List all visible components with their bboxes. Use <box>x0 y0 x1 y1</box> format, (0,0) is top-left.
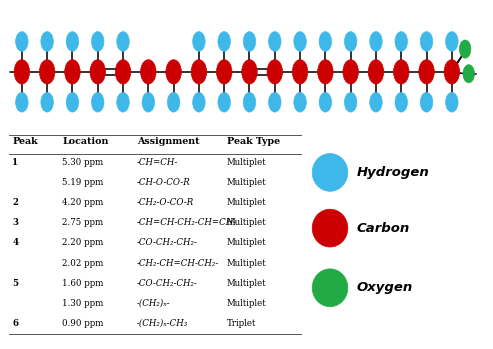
Text: -CH₂-O-CO-R: -CH₂-O-CO-R <box>137 198 194 207</box>
Circle shape <box>395 92 408 112</box>
Text: Multiplet: Multiplet <box>227 178 266 187</box>
Circle shape <box>463 65 475 83</box>
Circle shape <box>312 269 348 307</box>
Text: 0.90 ppm: 0.90 ppm <box>62 319 104 328</box>
Circle shape <box>312 154 348 191</box>
Circle shape <box>14 60 30 84</box>
Circle shape <box>345 92 357 112</box>
Text: Assignment: Assignment <box>137 137 199 146</box>
Text: Oxygen: Oxygen <box>356 281 413 294</box>
Circle shape <box>343 60 358 84</box>
Text: Multiplet: Multiplet <box>227 218 266 227</box>
Circle shape <box>218 92 230 112</box>
Circle shape <box>193 92 205 112</box>
Text: 2.75 ppm: 2.75 ppm <box>62 218 103 227</box>
Text: -CO-CH₂-CH₂-: -CO-CH₂-CH₂- <box>137 279 198 288</box>
Text: Peak: Peak <box>12 137 38 146</box>
Text: 1: 1 <box>12 158 19 167</box>
Circle shape <box>269 32 281 51</box>
Circle shape <box>294 32 306 51</box>
Circle shape <box>141 60 156 84</box>
Text: Multiplet: Multiplet <box>227 259 266 268</box>
Circle shape <box>16 92 28 112</box>
Text: 1.30 ppm: 1.30 ppm <box>62 299 104 308</box>
Circle shape <box>66 92 79 112</box>
Text: Hydrogen: Hydrogen <box>356 166 429 179</box>
Circle shape <box>115 60 131 84</box>
Text: 2.02 ppm: 2.02 ppm <box>62 259 104 268</box>
Text: 1.60 ppm: 1.60 ppm <box>62 279 104 288</box>
Text: 5.30 ppm: 5.30 ppm <box>62 158 103 167</box>
Text: -(CH₂)ₙ-CH₃: -(CH₂)ₙ-CH₃ <box>137 319 188 328</box>
Circle shape <box>66 32 79 51</box>
Circle shape <box>370 32 382 51</box>
Text: -CO-CH₂-CH₂-: -CO-CH₂-CH₂- <box>137 238 198 247</box>
Circle shape <box>312 209 348 247</box>
Circle shape <box>370 92 382 112</box>
Circle shape <box>16 32 28 51</box>
Text: Multiplet: Multiplet <box>227 198 266 207</box>
Circle shape <box>345 32 357 51</box>
Text: -CH=CH-CH₂-CH=CH-: -CH=CH-CH₂-CH=CH- <box>137 218 237 227</box>
Text: Triplet: Triplet <box>227 319 256 328</box>
Circle shape <box>243 32 256 51</box>
Circle shape <box>216 60 232 84</box>
Circle shape <box>269 92 281 112</box>
Circle shape <box>166 60 181 84</box>
Circle shape <box>446 32 458 51</box>
Circle shape <box>167 92 180 112</box>
Circle shape <box>319 32 332 51</box>
Circle shape <box>193 32 205 51</box>
Text: Multiplet: Multiplet <box>227 299 266 308</box>
Circle shape <box>41 32 53 51</box>
Circle shape <box>267 60 282 84</box>
Text: Carbon: Carbon <box>356 222 410 235</box>
Circle shape <box>292 60 308 84</box>
Circle shape <box>419 60 434 84</box>
Circle shape <box>39 60 55 84</box>
Circle shape <box>420 32 433 51</box>
Text: -(CH₂)ₙ-: -(CH₂)ₙ- <box>137 299 170 308</box>
Text: 5.19 ppm: 5.19 ppm <box>62 178 104 187</box>
Circle shape <box>90 60 106 84</box>
Text: 4.20 ppm: 4.20 ppm <box>62 198 104 207</box>
Circle shape <box>444 60 459 84</box>
Circle shape <box>242 60 257 84</box>
Circle shape <box>91 32 104 51</box>
Text: 6: 6 <box>12 319 18 328</box>
Circle shape <box>218 32 230 51</box>
Text: Peak Type: Peak Type <box>227 137 280 146</box>
Text: -CH=CH-: -CH=CH- <box>137 158 178 167</box>
Circle shape <box>317 60 333 84</box>
Circle shape <box>446 92 458 112</box>
Text: Multiplet: Multiplet <box>227 158 266 167</box>
Circle shape <box>243 92 256 112</box>
Circle shape <box>420 92 433 112</box>
Circle shape <box>191 60 207 84</box>
Circle shape <box>294 92 306 112</box>
Text: 2.20 ppm: 2.20 ppm <box>62 238 104 247</box>
Text: Location: Location <box>62 137 108 146</box>
Circle shape <box>319 92 332 112</box>
Text: Multiplet: Multiplet <box>227 238 266 247</box>
Circle shape <box>395 32 408 51</box>
Text: 5: 5 <box>12 279 18 288</box>
Circle shape <box>91 92 104 112</box>
Text: -CH₂-CH=CH-CH₂-: -CH₂-CH=CH-CH₂- <box>137 259 219 268</box>
Circle shape <box>41 92 53 112</box>
Text: -CH-O-CO-R: -CH-O-CO-R <box>137 178 190 187</box>
Circle shape <box>393 60 409 84</box>
Text: 2: 2 <box>12 198 18 207</box>
Text: 3: 3 <box>12 218 18 227</box>
Circle shape <box>117 92 129 112</box>
Circle shape <box>142 92 155 112</box>
Circle shape <box>65 60 80 84</box>
Circle shape <box>368 60 384 84</box>
Circle shape <box>117 32 129 51</box>
Circle shape <box>459 40 471 58</box>
Text: 4: 4 <box>12 238 19 247</box>
Text: Multiplet: Multiplet <box>227 279 266 288</box>
